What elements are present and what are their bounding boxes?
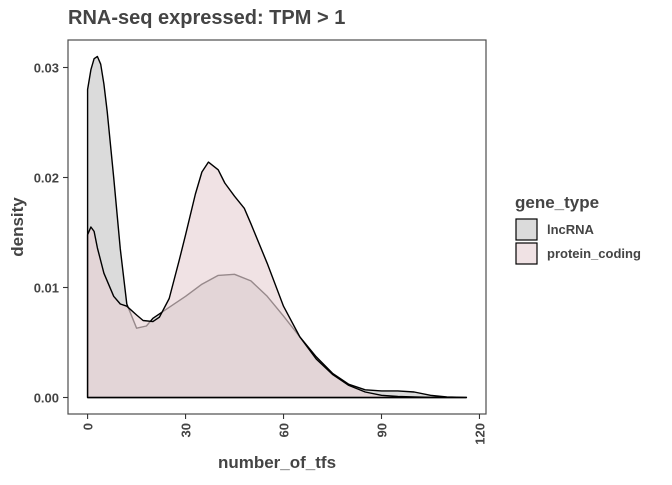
series-area-protein-coding: [86, 161, 468, 399]
legend-label-lncrna: lncRNA: [547, 222, 595, 237]
x-axis: 0 30 60 90 120: [81, 414, 488, 445]
series-layer: [86, 55, 468, 399]
x-axis-label: number_of_tfs: [218, 453, 336, 472]
y-axis: 0.00 0.01 0.02 0.03: [34, 61, 68, 406]
legend-title: gene_type: [515, 193, 599, 212]
legend-label-protein-coding: protein_coding: [547, 246, 641, 261]
legend: gene_type lncRNA protein_coding: [515, 193, 641, 265]
x-tick-label: 120: [473, 423, 488, 445]
legend-key-protein-coding: [515, 242, 538, 265]
x-tick-label: 0: [81, 423, 96, 430]
x-tick-label: 30: [179, 423, 194, 437]
y-axis-label: density: [8, 197, 27, 257]
y-tick-label: 0.02: [34, 171, 59, 186]
y-tick-label: 0.01: [34, 281, 59, 296]
x-tick-label: 90: [375, 423, 390, 437]
y-tick-label: 0.03: [34, 61, 59, 76]
x-tick-label: 60: [277, 423, 292, 437]
chart-title: RNA-seq expressed: TPM > 1: [68, 7, 345, 29]
y-tick-label: 0.00: [34, 391, 59, 406]
legend-key-lncrna: [515, 218, 538, 241]
